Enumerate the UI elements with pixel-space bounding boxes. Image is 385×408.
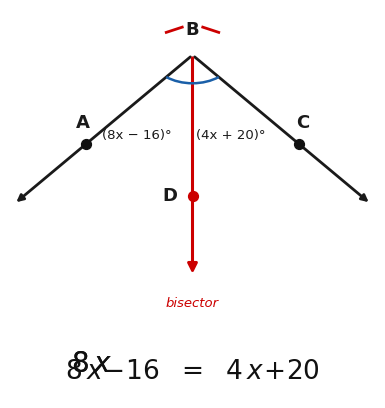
- Point: [189, 193, 196, 199]
- Text: $8\,x$: $8\,x$: [71, 351, 112, 379]
- Text: $8\,x\!-\!16\ \ =\ \ 4\,x\!+\!20$: $8\,x\!-\!16\ \ =\ \ 4\,x\!+\!20$: [65, 359, 320, 384]
- Text: bisector: bisector: [166, 297, 219, 310]
- Text: D: D: [162, 187, 177, 205]
- Text: (8x − 16)°: (8x − 16)°: [102, 129, 172, 142]
- Text: A: A: [75, 113, 89, 131]
- Text: $8\,x$: $8\,x$: [71, 351, 112, 379]
- Point: [83, 140, 89, 147]
- Text: B: B: [186, 21, 199, 39]
- Text: C: C: [296, 113, 309, 131]
- Point: [296, 140, 302, 147]
- Text: (4x + 20)°: (4x + 20)°: [196, 129, 266, 142]
